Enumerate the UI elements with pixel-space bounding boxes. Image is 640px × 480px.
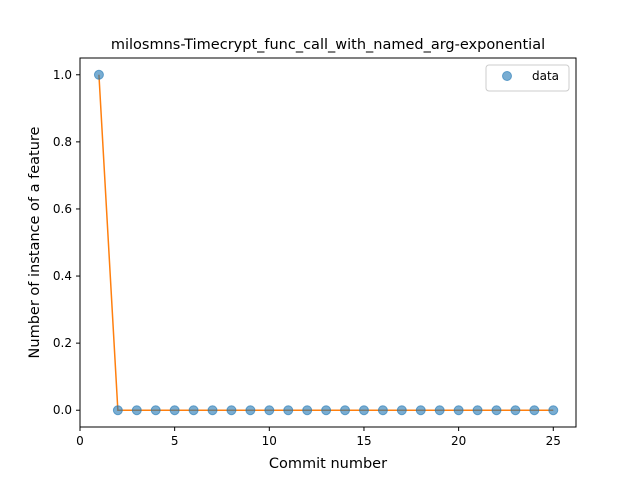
data-point — [434, 405, 445, 416]
data-point — [453, 405, 464, 416]
data-point — [283, 405, 294, 416]
data-point — [93, 69, 104, 80]
legend-marker-data — [502, 71, 512, 81]
data-point — [188, 405, 199, 416]
x-tick-label: 25 — [546, 434, 561, 448]
data-point — [321, 405, 332, 416]
plot-area-frame — [79, 57, 577, 428]
data-point — [169, 405, 180, 416]
data-point — [415, 405, 426, 416]
legend-label-data: data — [532, 69, 559, 83]
data-point — [472, 405, 483, 416]
y-tick-label: 0.4 — [53, 269, 72, 283]
y-tick-label: 1.0 — [53, 68, 72, 82]
data-point — [548, 405, 559, 416]
scatter-series-layer — [93, 69, 559, 416]
data-point — [529, 405, 540, 416]
data-point — [396, 405, 407, 416]
data-point — [377, 405, 388, 416]
chart-title: milosmns-Timecrypt_func_call_with_named_… — [111, 37, 545, 53]
data-point — [358, 405, 369, 416]
x-axis-label: Commit number — [269, 456, 387, 472]
x-tick-label: 0 — [76, 434, 84, 448]
axis-ticks: 0 5 10 15 20 25 0.0 0.2 0.4 0.6 0.8 1.0 — [53, 68, 561, 448]
data-point — [207, 405, 218, 416]
x-tick-label: 5 — [171, 434, 179, 448]
data-point — [491, 405, 502, 416]
data-point — [264, 405, 275, 416]
data-point — [510, 405, 521, 416]
data-point — [340, 405, 351, 416]
data-point — [150, 405, 161, 416]
y-tick-label: 0.6 — [53, 202, 72, 216]
data-point — [302, 405, 313, 416]
y-axis-label: Number of instance of a feature — [27, 126, 43, 358]
y-tick-label: 0.0 — [53, 403, 72, 417]
y-tick-label: 0.8 — [53, 135, 72, 149]
data-point — [112, 405, 123, 416]
x-tick-label: 10 — [262, 434, 277, 448]
legend: data — [485, 64, 570, 92]
x-tick-label: 20 — [451, 434, 466, 448]
data-point — [131, 405, 142, 416]
data-point — [226, 405, 237, 416]
data-point — [245, 405, 256, 416]
x-tick-label: 15 — [356, 434, 371, 448]
y-tick-label: 0.2 — [53, 336, 72, 350]
